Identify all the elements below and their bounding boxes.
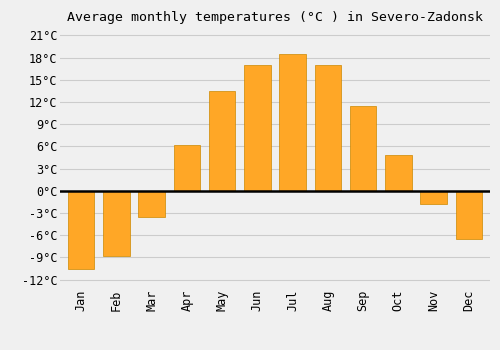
Bar xyxy=(420,191,447,204)
Bar xyxy=(138,191,165,217)
Bar xyxy=(280,54,306,191)
Title: Average monthly temperatures (°C ) in Severo-Zadonsk: Average monthly temperatures (°C ) in Se… xyxy=(67,11,483,24)
Bar xyxy=(456,191,482,239)
Bar xyxy=(68,191,94,268)
Bar xyxy=(350,106,376,191)
Bar xyxy=(103,191,130,256)
Bar xyxy=(244,65,270,191)
Bar xyxy=(314,65,341,191)
Bar xyxy=(174,145,200,191)
Bar xyxy=(385,155,411,191)
Bar xyxy=(209,91,236,191)
